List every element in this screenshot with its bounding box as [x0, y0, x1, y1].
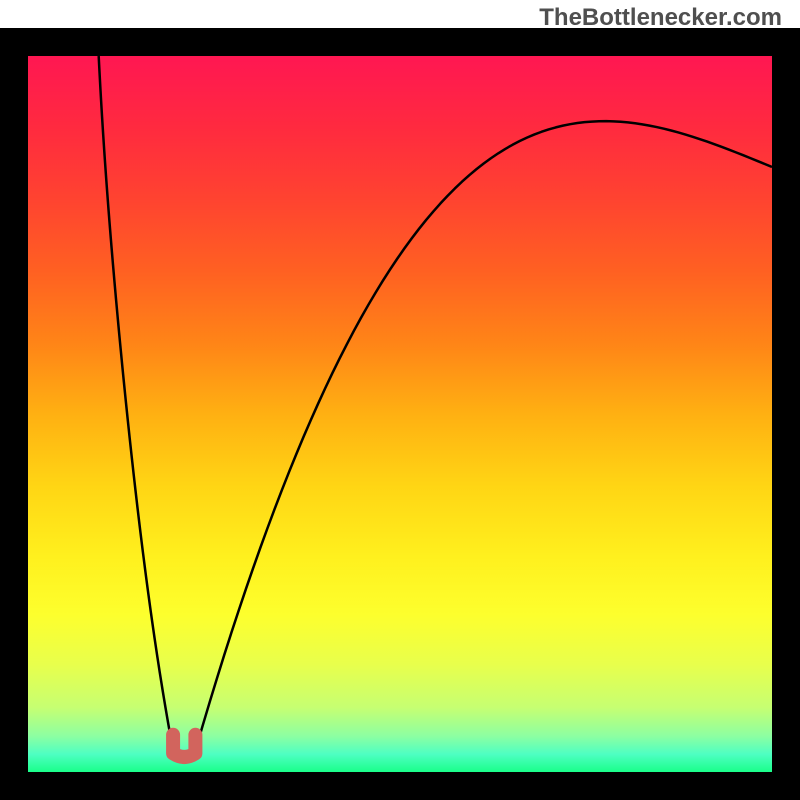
chart-container: TheBottlenecker.com	[0, 0, 800, 800]
optimal-marker	[173, 735, 195, 757]
curve-path	[99, 56, 772, 763]
bottleneck-curve	[28, 56, 772, 772]
watermark-text: TheBottlenecker.com	[539, 4, 782, 32]
plot-area	[28, 56, 772, 772]
